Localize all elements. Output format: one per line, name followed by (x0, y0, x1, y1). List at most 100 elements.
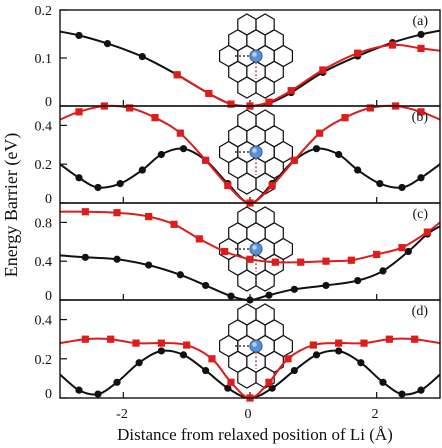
y-tick-label: 0 (45, 192, 52, 207)
data-point (227, 100, 235, 108)
data-point (75, 31, 83, 40)
data-point (312, 145, 321, 153)
data-point (81, 253, 89, 261)
data-point (417, 44, 425, 52)
data-point (157, 339, 165, 347)
series-line (59, 349, 441, 400)
x-tick-label: -2 (116, 407, 128, 422)
lithium-highlight (252, 148, 257, 153)
data-point (354, 277, 362, 285)
data-point (81, 335, 89, 343)
data-point (347, 256, 355, 264)
data-point (398, 183, 406, 192)
data-point (75, 108, 83, 116)
y-tick-label: 0.4 (35, 314, 53, 329)
data-point (265, 98, 273, 106)
data-point (107, 335, 115, 343)
data-point (373, 250, 381, 259)
data-point (135, 359, 143, 367)
data-point (183, 341, 191, 349)
data-point (176, 129, 184, 137)
panel-label: (d) (412, 304, 429, 319)
data-point (221, 247, 229, 256)
data-point (151, 114, 159, 122)
data-point (398, 390, 406, 398)
data-point (319, 66, 327, 74)
lattice-cell (237, 366, 257, 389)
data-point (145, 212, 153, 221)
data-point (354, 166, 362, 174)
data-point (423, 228, 431, 236)
data-point (103, 40, 112, 48)
data-point (157, 150, 165, 159)
data-point (179, 351, 188, 359)
y-tick-label: 0 (45, 95, 52, 110)
data-point (113, 209, 121, 217)
data-point (341, 114, 349, 122)
data-point (224, 181, 232, 190)
data-point (170, 220, 178, 228)
data-point (265, 291, 273, 299)
lattice-cell (255, 76, 275, 99)
data-point (290, 156, 298, 164)
y-tick-label: 0.2 (35, 353, 53, 368)
data-point (195, 235, 203, 243)
y-tick-label: 0 (45, 387, 52, 402)
data-point (297, 258, 305, 266)
series-line (59, 29, 441, 108)
data-point (417, 386, 425, 394)
data-point (202, 156, 210, 164)
data-point (208, 355, 216, 363)
data-point (176, 271, 184, 279)
data-point (126, 104, 134, 112)
data-point (284, 355, 292, 363)
x-tick-label: 2 (372, 407, 379, 422)
data-point (132, 339, 140, 347)
x-tick-labels: -2 0 2 (116, 407, 378, 422)
lattice-cell (255, 269, 275, 292)
data-point (312, 351, 321, 359)
y-tick-label: 0.1 (35, 52, 53, 67)
data-point (138, 166, 146, 174)
panels: 0 0.1 0.2 (a) 0 0.2 0.4 (b) 0 0.4 0.8 (c) 0 0.2 0.4 (d) (35, 4, 441, 402)
lithium-highlight (252, 52, 257, 57)
series-line (59, 147, 441, 205)
data-point (202, 281, 210, 290)
data-point (404, 247, 412, 256)
panel-label: (b) (412, 110, 429, 125)
data-point (290, 366, 298, 375)
panel: 0 0.1 0.2 (a) (35, 4, 441, 110)
data-point (227, 292, 235, 300)
data-point (116, 180, 124, 188)
data-point (157, 347, 165, 355)
series-line (176, 43, 441, 108)
data-point (268, 384, 276, 392)
y-tick-label: 0.8 (35, 216, 53, 231)
series-line (59, 210, 441, 264)
data-point (309, 341, 317, 349)
data-point (268, 181, 276, 190)
data-point (376, 180, 384, 188)
data-point (227, 378, 235, 386)
data-point (388, 41, 397, 49)
data-point (360, 339, 368, 347)
panel: 0 0.2 0.4 (b) (35, 102, 441, 207)
data-point (385, 335, 393, 343)
data-point (138, 52, 146, 61)
data-point (417, 108, 425, 116)
data-point (398, 244, 406, 252)
data-point (202, 366, 210, 375)
data-point (246, 255, 254, 263)
data-point (287, 87, 295, 95)
data-point (417, 174, 425, 182)
data-point (322, 281, 330, 290)
lattice-cell (237, 269, 257, 292)
data-point (335, 347, 343, 355)
data-point (205, 89, 213, 98)
data-point (411, 335, 419, 343)
y-tick-label: 0.2 (35, 4, 53, 19)
data-point (224, 384, 232, 392)
y-tick-label: 0.2 (35, 158, 53, 173)
panel: 0 0.4 0.8 (c) (35, 202, 441, 304)
series-line (59, 225, 441, 302)
